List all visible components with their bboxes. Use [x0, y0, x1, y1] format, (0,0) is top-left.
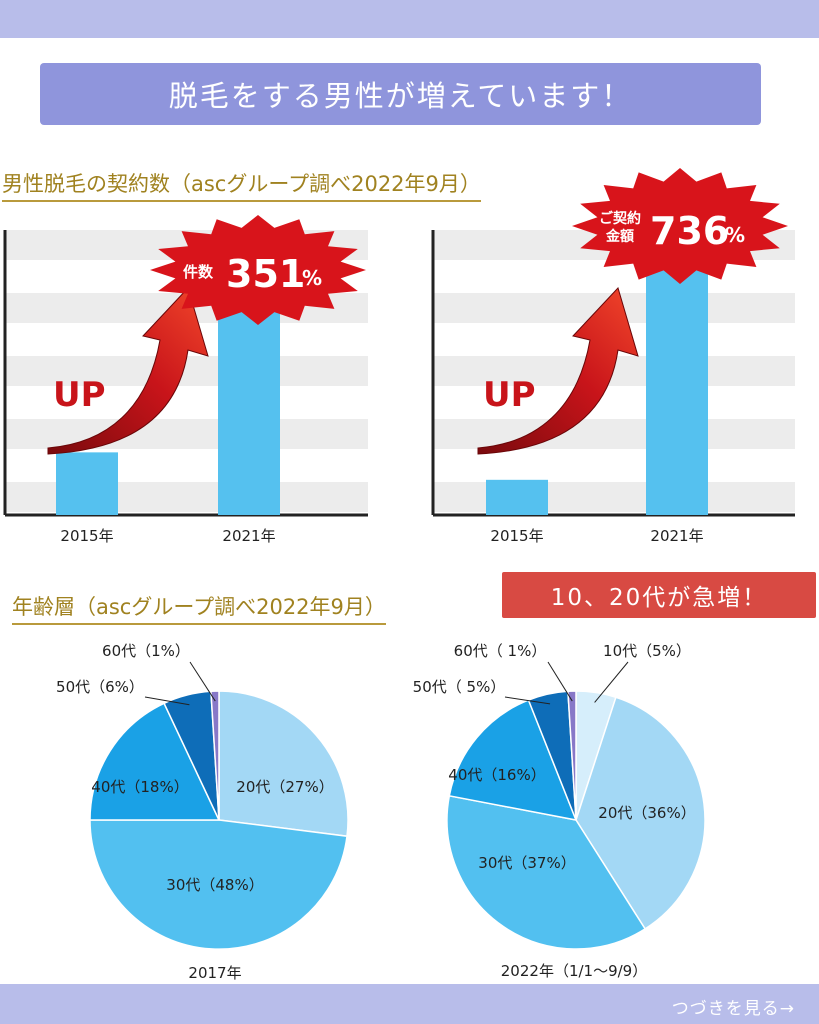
page-title: 脱毛をする男性が増えています！: [40, 63, 761, 125]
pie-caption: 2017年: [188, 964, 241, 982]
pie-slice: [218, 690, 349, 838]
slice-label: 40代（16%）: [448, 766, 545, 784]
burst-label: 件数: [183, 263, 214, 281]
burst-unit: %: [302, 266, 322, 290]
up-label: UP: [483, 375, 536, 415]
leader-line: [547, 661, 573, 702]
burst-label: ご契約: [599, 210, 641, 227]
slice-label: 50代（6%）: [56, 678, 144, 696]
pie-slice: [567, 690, 577, 821]
burst-label: 金額: [605, 228, 634, 245]
grid-band: [5, 419, 368, 449]
slice-label: 60代（ 1%）: [454, 642, 547, 660]
x-tick-label: 2021年: [650, 527, 703, 545]
leader-line: [504, 696, 551, 705]
bar-section-title: 男性脱毛の契約数（ascグループ調べ2022年9月）: [2, 168, 481, 202]
pie-slice: [575, 696, 706, 930]
bar-2015年: [56, 452, 118, 515]
highlight-badge: 10、20代が急増！: [502, 572, 816, 618]
burst-badge: [572, 168, 788, 284]
up-arrow: [47, 287, 209, 455]
pie-slice: [448, 699, 578, 821]
bar-2015年: [486, 479, 548, 515]
pie-caption: 2022年（1/1～9/9）: [501, 962, 647, 980]
up-label: UP: [53, 375, 106, 415]
leader-line: [144, 696, 190, 706]
slice-label: 30代（48%）: [166, 876, 263, 894]
pie-chart-1: 20代（27%） 30代（48%） 40代（18%） 50代（6%） 60代（1%） 20…: [56, 642, 349, 982]
grid-band: [433, 419, 795, 449]
burst-unit: %: [725, 223, 745, 247]
grid-band: [5, 356, 368, 386]
burst-value: 736: [650, 209, 729, 253]
burst-badge: [150, 215, 366, 325]
pie-chart-2: 10代（5%） 20代（36%） 30代（37%） 40代（16%） 50代（ 5%） 6…: [413, 642, 706, 980]
pie-slice: [89, 819, 348, 950]
slice-label: 20代（36%）: [598, 804, 695, 822]
pie-slice: [210, 690, 220, 821]
top-bar: [0, 0, 819, 38]
slice-label: 40代（18%）: [91, 778, 188, 796]
x-tick-label: 2015年: [60, 527, 113, 545]
leader-line: [189, 661, 216, 702]
leader-line: [594, 661, 629, 703]
slice-label: 10代（5%）: [603, 642, 691, 660]
burst-value: 351: [226, 252, 305, 296]
slice-label: 30代（37%）: [478, 854, 575, 872]
x-tick-label: 2021年: [222, 527, 275, 545]
pie-section-title: 年齢層（ascグループ調べ2022年9月）: [12, 591, 386, 625]
x-tick-label: 2015年: [490, 527, 543, 545]
pie-slice: [89, 702, 221, 821]
slice-label: 60代（1%）: [102, 642, 190, 660]
bar-chart-1: 2015年 2021年 UP 件数 351%: [3, 215, 368, 545]
slice-label: 50代（ 5%）: [413, 678, 506, 696]
pie-slice: [446, 794, 647, 950]
bar-2021年: [218, 295, 280, 515]
up-arrow: [477, 287, 639, 455]
bar-2021年: [646, 256, 708, 515]
slice-label: 20代（27%）: [236, 778, 333, 796]
bottom-bar: つづきを見る→: [0, 984, 819, 1024]
next-link[interactable]: つづきを見る→: [671, 999, 795, 1019]
